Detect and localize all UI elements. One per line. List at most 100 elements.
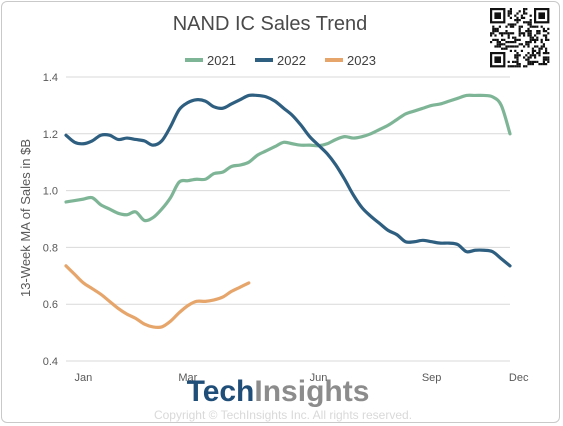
qr-module (509, 41, 512, 44)
qr-module (494, 45, 497, 48)
qr-module (525, 54, 528, 57)
qr-module (542, 27, 545, 30)
qr-module (525, 12, 528, 15)
qr-module (498, 32, 501, 35)
qr-module (545, 34, 548, 37)
qr-module (527, 34, 530, 37)
chart-title: NAND IC Sales Trend (173, 13, 368, 35)
qr-module (542, 45, 545, 48)
qr-module (527, 30, 530, 33)
qr-module (512, 23, 515, 26)
qr-module (503, 38, 506, 41)
qr-module (492, 30, 495, 33)
qr-module (516, 56, 519, 59)
qr-module (527, 45, 530, 48)
qr-module (516, 12, 519, 15)
qr-module (540, 45, 543, 48)
qr-module (545, 56, 548, 59)
qr-module (538, 54, 541, 57)
qr-module (527, 27, 530, 30)
qr-module (507, 12, 510, 15)
qr-module (547, 60, 550, 63)
qr-module (538, 32, 541, 35)
qr-module (542, 43, 545, 46)
qr-module (514, 56, 517, 59)
qr-module (503, 47, 506, 50)
x-tick-label: Jun (310, 372, 328, 384)
qr-module (509, 8, 512, 11)
brand-part1: Tech (187, 375, 255, 408)
qr-module (514, 14, 517, 17)
qr-module (509, 49, 512, 52)
qr-module (505, 41, 508, 44)
qr-module (525, 8, 528, 11)
qr-module (540, 47, 543, 50)
qr-module (536, 60, 539, 63)
qr-module (501, 43, 504, 46)
qr-module (547, 52, 550, 55)
qr-module (531, 49, 534, 52)
qr-module (540, 25, 543, 28)
qr-module (529, 36, 532, 39)
qr-module (534, 54, 537, 57)
qr-module (494, 34, 497, 37)
qr-module (507, 45, 510, 48)
qr-finder-core (494, 12, 501, 19)
qr-module (538, 30, 541, 33)
qr-module (507, 65, 510, 68)
qr-module (536, 32, 539, 35)
y-tick-label: 0.4 (43, 356, 58, 368)
qr-module (507, 36, 510, 39)
qr-module (492, 32, 495, 35)
qr-module (507, 10, 510, 13)
x-tick-label: Sep (422, 372, 442, 384)
qr-module (496, 43, 499, 46)
qr-module (507, 14, 510, 17)
qr-module (545, 49, 548, 52)
y-axis-label: 13-Week MA of Sales in $B (18, 139, 33, 297)
qr-module (538, 49, 541, 52)
legend-label: 2021 (207, 53, 236, 68)
qr-module (527, 60, 530, 63)
qr-module (518, 10, 521, 13)
qr-module (525, 65, 528, 68)
qr-module (523, 32, 526, 35)
qr-module (529, 30, 532, 33)
qr-module (501, 38, 504, 41)
qr-module (505, 30, 508, 33)
qr-module (494, 38, 497, 41)
qr-module (516, 52, 519, 55)
qr-module (536, 38, 539, 41)
qr-module (518, 43, 521, 46)
qr-module (507, 60, 510, 63)
qr-module (516, 21, 519, 24)
qr-module (496, 45, 499, 48)
qr-module (525, 41, 528, 44)
qr-module (512, 25, 515, 28)
qr-module (534, 49, 537, 52)
qr-module (520, 43, 523, 46)
qr-module (509, 10, 512, 13)
qr-finder-core (494, 56, 501, 63)
qr-module (516, 58, 519, 61)
qr-module (527, 52, 530, 55)
qr-module (505, 47, 508, 50)
qr-module (545, 58, 548, 61)
qr-module (540, 38, 543, 41)
y-tick-label: 1.4 (43, 72, 58, 84)
series-line-2022 (64, 93, 512, 268)
qr-module (512, 60, 515, 63)
qr-module (536, 36, 539, 39)
qr-module (529, 38, 532, 41)
qr-module (534, 34, 537, 37)
qr-module (523, 16, 526, 19)
qr-module (536, 25, 539, 28)
qr-module (498, 41, 501, 44)
qr-module (529, 21, 532, 24)
qr-module (534, 45, 537, 48)
qr-module (518, 34, 521, 37)
qr-module (509, 16, 512, 19)
qr-module (525, 30, 528, 33)
qr-module (518, 30, 521, 33)
